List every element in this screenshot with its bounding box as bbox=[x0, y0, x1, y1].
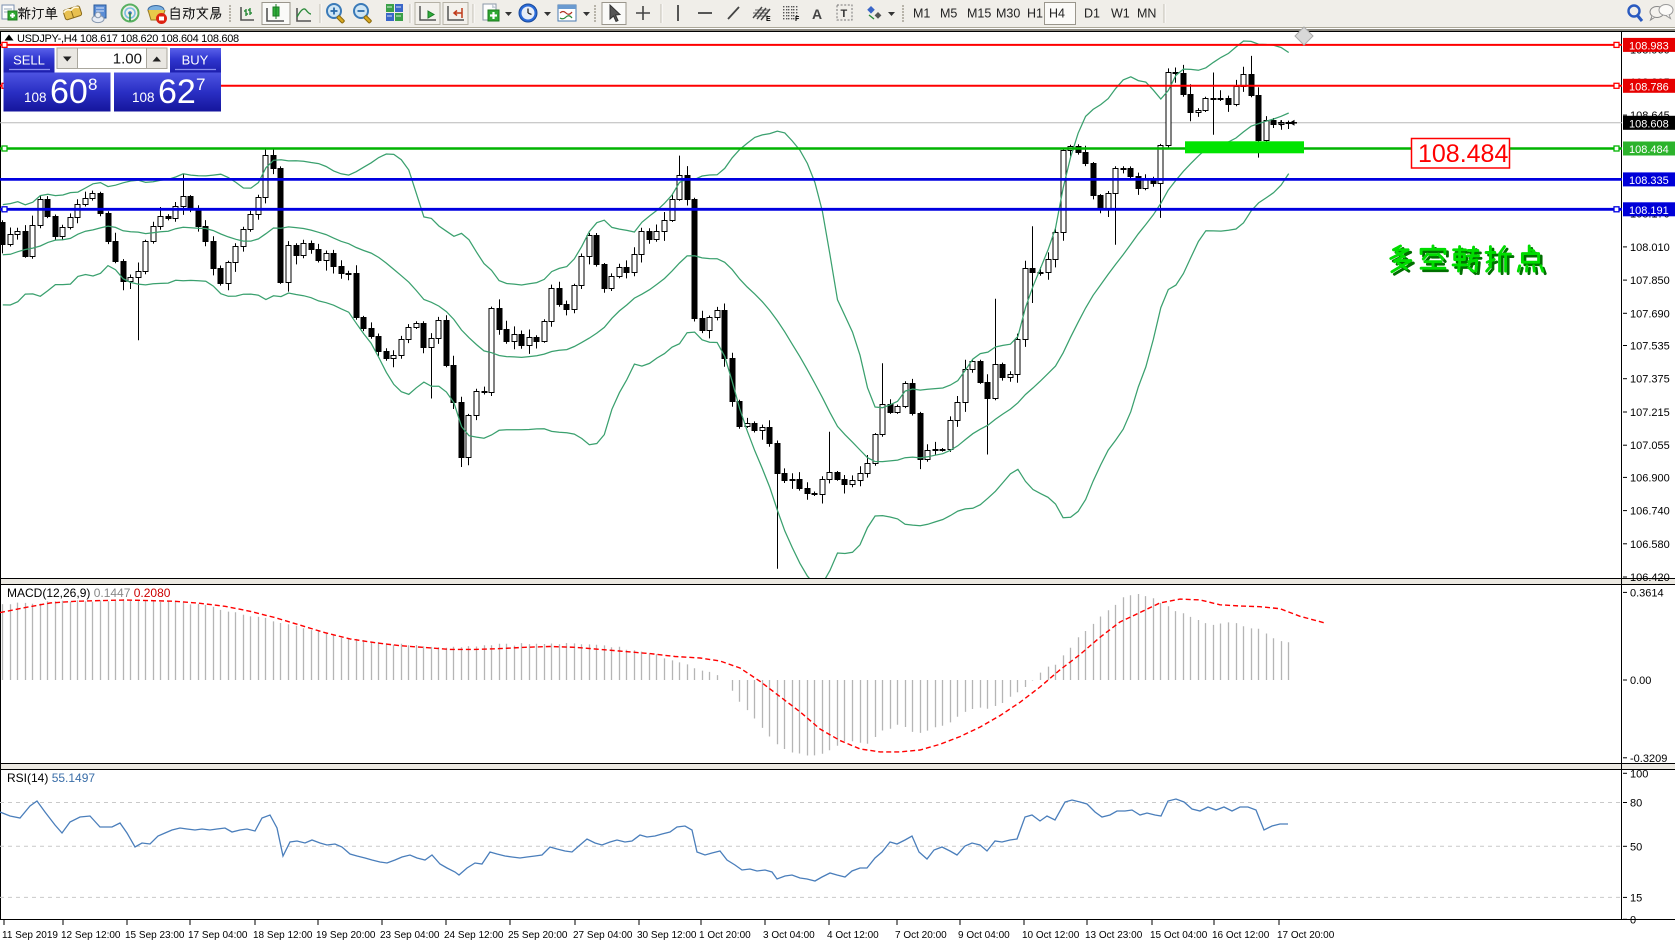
svg-text:108.010: 108.010 bbox=[1630, 242, 1670, 254]
svg-text:106.580: 106.580 bbox=[1630, 539, 1670, 551]
svg-text:E: E bbox=[766, 16, 771, 23]
svg-text:D1: D1 bbox=[1084, 7, 1100, 21]
svg-text:USDJPY-,H4 108.617 108.620 10: USDJPY-,H4 108.617 108.620 108.604 108.6… bbox=[17, 33, 239, 45]
svg-text:107.850: 107.850 bbox=[1630, 275, 1670, 287]
svg-text:15 Sep 23:00: 15 Sep 23:00 bbox=[125, 930, 185, 941]
svg-text:27 Sep 04:00: 27 Sep 04:00 bbox=[573, 930, 633, 941]
svg-text:3 Oct 04:00: 3 Oct 04:00 bbox=[763, 930, 815, 941]
svg-text:H4: H4 bbox=[1049, 7, 1065, 21]
svg-text:108.786: 108.786 bbox=[1629, 81, 1669, 93]
svg-text:0.3614: 0.3614 bbox=[1630, 587, 1664, 599]
svg-text:107.055: 107.055 bbox=[1630, 440, 1670, 452]
svg-text:9 Oct 04:00: 9 Oct 04:00 bbox=[958, 930, 1010, 941]
svg-text:62: 62 bbox=[158, 73, 196, 111]
svg-text:8: 8 bbox=[88, 75, 97, 94]
svg-text:15: 15 bbox=[1630, 892, 1642, 904]
svg-text:17 Sep 04:00: 17 Sep 04:00 bbox=[188, 930, 248, 941]
svg-text:107.535: 107.535 bbox=[1630, 341, 1670, 353]
svg-text:M15: M15 bbox=[967, 7, 991, 21]
svg-text:7 Oct 20:00: 7 Oct 20:00 bbox=[895, 930, 947, 941]
svg-text:50: 50 bbox=[1630, 841, 1642, 853]
svg-text:108: 108 bbox=[132, 90, 155, 105]
svg-text:17 Oct 20:00: 17 Oct 20:00 bbox=[1277, 930, 1335, 941]
svg-text:100: 100 bbox=[1630, 768, 1648, 780]
svg-text:1 Oct 20:00: 1 Oct 20:00 bbox=[699, 930, 751, 941]
svg-text:A: A bbox=[812, 6, 822, 22]
svg-text:M1: M1 bbox=[913, 7, 930, 21]
svg-text:RSI(14) 55.1497: RSI(14) 55.1497 bbox=[7, 771, 95, 785]
svg-text:MN: MN bbox=[1137, 7, 1156, 21]
svg-text:107.690: 107.690 bbox=[1630, 308, 1670, 320]
svg-text:SELL: SELL bbox=[13, 53, 45, 68]
svg-text:30 Sep 12:00: 30 Sep 12:00 bbox=[637, 930, 697, 941]
svg-text:25 Sep 20:00: 25 Sep 20:00 bbox=[508, 930, 568, 941]
svg-text:0.00: 0.00 bbox=[1630, 675, 1651, 687]
svg-text:60: 60 bbox=[50, 73, 88, 111]
svg-text:108.484: 108.484 bbox=[1629, 144, 1669, 156]
svg-text:108.335: 108.335 bbox=[1629, 175, 1669, 187]
svg-text:16 Oct 12:00: 16 Oct 12:00 bbox=[1212, 930, 1270, 941]
svg-text:18 Sep 12:00: 18 Sep 12:00 bbox=[253, 930, 313, 941]
svg-text:4 Oct 12:00: 4 Oct 12:00 bbox=[827, 930, 879, 941]
svg-text:108: 108 bbox=[24, 90, 47, 105]
svg-text:23 Sep 04:00: 23 Sep 04:00 bbox=[380, 930, 440, 941]
svg-text:106.740: 106.740 bbox=[1630, 506, 1670, 518]
svg-text:M5: M5 bbox=[940, 7, 957, 21]
svg-text:F: F bbox=[795, 16, 800, 23]
svg-text:-0.3209: -0.3209 bbox=[1630, 753, 1667, 765]
svg-text:108.608: 108.608 bbox=[1629, 118, 1669, 130]
svg-text:108.983: 108.983 bbox=[1629, 40, 1669, 52]
svg-text:H1: H1 bbox=[1027, 7, 1043, 21]
svg-text:M30: M30 bbox=[996, 7, 1020, 21]
svg-text:T: T bbox=[841, 8, 848, 20]
svg-text:24 Sep 12:00: 24 Sep 12:00 bbox=[444, 930, 504, 941]
svg-text:107.215: 107.215 bbox=[1630, 407, 1670, 419]
svg-text:15 Oct 04:00: 15 Oct 04:00 bbox=[1150, 930, 1208, 941]
svg-text:12 Sep 12:00: 12 Sep 12:00 bbox=[61, 930, 121, 941]
svg-text:10 Oct 12:00: 10 Oct 12:00 bbox=[1022, 930, 1080, 941]
svg-text:107.375: 107.375 bbox=[1630, 374, 1670, 386]
svg-text:108.484: 108.484 bbox=[1418, 140, 1508, 168]
svg-text:108.191: 108.191 bbox=[1629, 205, 1669, 217]
svg-text:7: 7 bbox=[196, 75, 205, 94]
svg-text:W1: W1 bbox=[1111, 7, 1130, 21]
svg-text:BUY: BUY bbox=[182, 53, 209, 68]
svg-text:80: 80 bbox=[1630, 798, 1642, 810]
svg-text:13 Oct 23:00: 13 Oct 23:00 bbox=[1085, 930, 1143, 941]
svg-text:106.900: 106.900 bbox=[1630, 472, 1670, 484]
svg-text:0: 0 bbox=[1630, 914, 1636, 926]
svg-text:1.00: 1.00 bbox=[113, 51, 142, 68]
svg-text:106.420: 106.420 bbox=[1630, 572, 1670, 584]
svg-text:19 Sep 20:00: 19 Sep 20:00 bbox=[316, 930, 376, 941]
svg-text:MACD(12,26,9) 0.1447 0.2080: MACD(12,26,9) 0.1447 0.2080 bbox=[7, 586, 171, 600]
svg-text:11 Sep 2019: 11 Sep 2019 bbox=[2, 930, 58, 941]
